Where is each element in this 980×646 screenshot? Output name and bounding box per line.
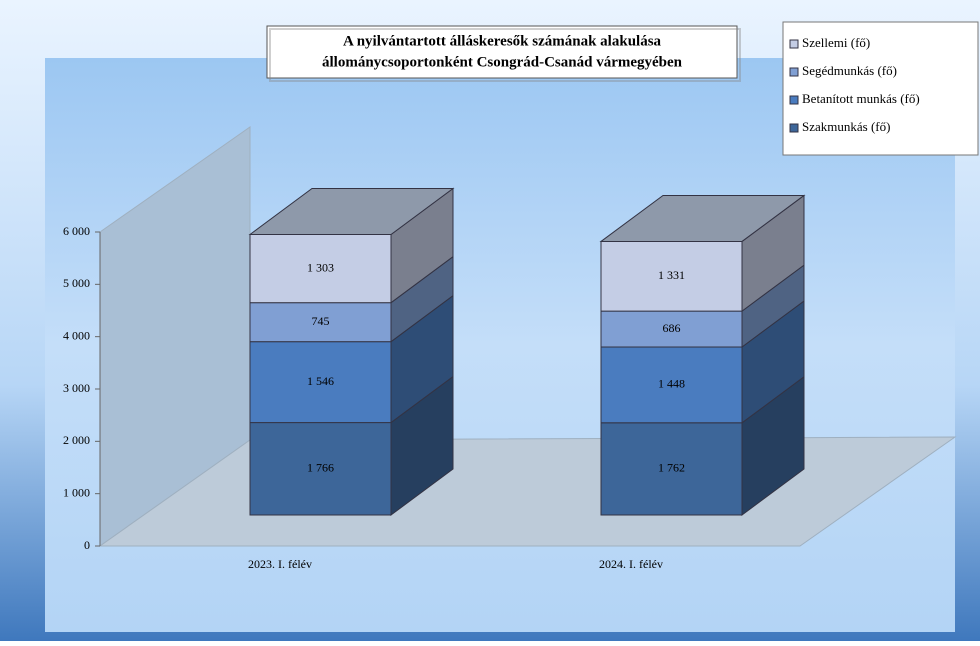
legend-swatch — [789, 67, 799, 77]
chart-title: A nyilvántartott álláskeresők számának a… — [343, 33, 662, 49]
bar — [600, 240, 743, 312]
y-tick-label: 4 000 — [63, 328, 90, 342]
x-tick-label: 2024. I. félév — [599, 557, 663, 571]
x-tick-label: 2023. I. félév — [248, 557, 312, 571]
legend-label: Segédmunkás (fő) — [802, 63, 897, 78]
title-shadow — [269, 28, 741, 82]
value-label: 1 331 — [658, 268, 685, 282]
y-tick-label: 0 — [84, 538, 90, 552]
bar — [249, 422, 392, 516]
value-label: 1 303 — [307, 260, 334, 274]
bar-top — [248, 187, 455, 235]
legend — [782, 21, 979, 156]
value-label: 1 762 — [658, 461, 685, 475]
y-tick-label: 5 000 — [63, 276, 90, 290]
legend-swatch — [789, 95, 799, 105]
value-label: 1 766 — [307, 461, 334, 475]
title-box — [266, 25, 738, 79]
legend-swatch — [789, 39, 799, 49]
bar — [600, 422, 743, 516]
bar — [249, 302, 392, 343]
value-label: 1 448 — [658, 377, 685, 391]
y-tick-label: 2 000 — [63, 433, 90, 447]
legend-label: Szellemi (fő) — [802, 35, 870, 50]
y-tick-label: 6 000 — [63, 224, 90, 238]
y-tick-label: 1 000 — [63, 485, 90, 499]
value-label: 686 — [663, 321, 681, 335]
bar — [249, 341, 392, 424]
legend-swatch — [789, 123, 799, 133]
bar-top — [599, 194, 806, 242]
chart-title: állománycsoportonként Csongrád-Csanád vá… — [322, 54, 683, 70]
legend-label: Betanított munkás (fő) — [802, 91, 920, 106]
value-label: 1 546 — [307, 374, 334, 388]
bar — [600, 346, 743, 424]
y-tick-label: 3 000 — [63, 381, 90, 395]
value-label: 745 — [312, 314, 330, 328]
legend-label: Szakmunkás (fő) — [802, 119, 890, 134]
